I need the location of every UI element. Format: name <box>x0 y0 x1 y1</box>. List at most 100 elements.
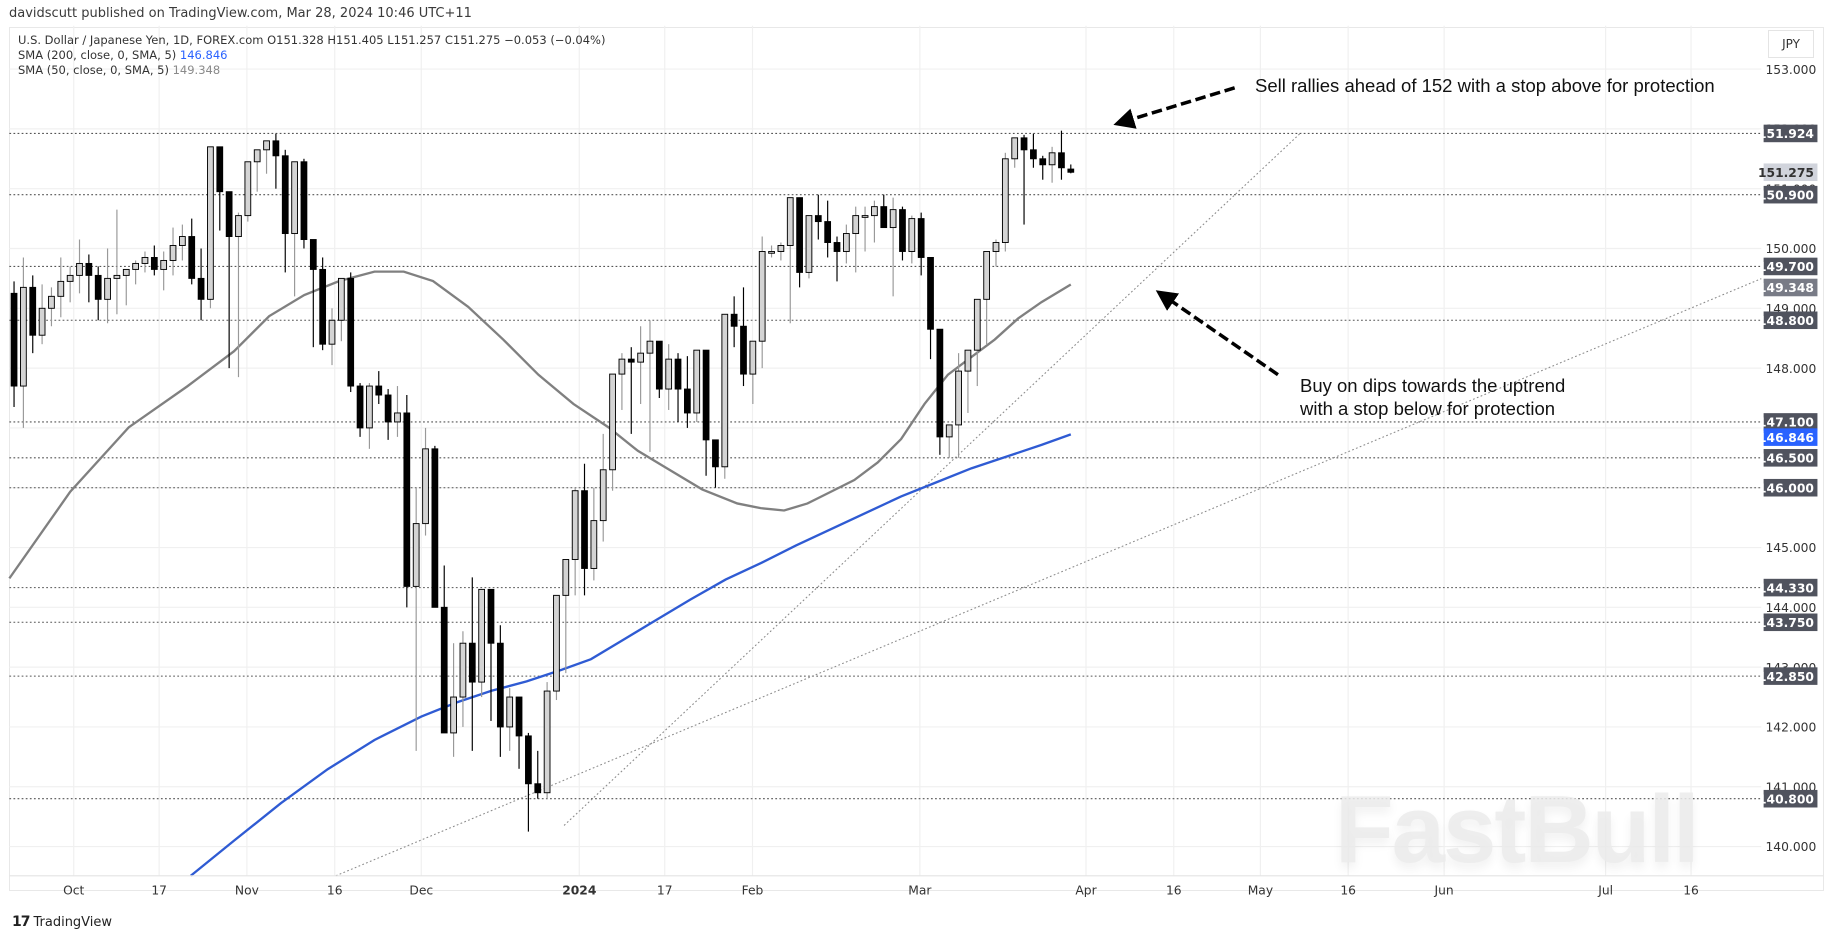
time-tick-label: Mar <box>908 884 932 898</box>
price-tag <box>1763 257 1818 276</box>
price-tick-label: 150.000 <box>1765 242 1816 256</box>
time-tick-label: Jul <box>1597 884 1613 898</box>
price-tag <box>1763 613 1818 632</box>
candle-body <box>1058 152 1065 169</box>
price-tick-label: 144.000 <box>1765 601 1816 615</box>
candle-body <box>674 358 682 390</box>
candle-body <box>394 412 401 423</box>
price-tag-label: 151.275 <box>1758 166 1814 180</box>
candle-body <box>169 245 177 261</box>
sma200-line <box>190 433 1072 877</box>
buy-annotation-line-1: Buy on dips towards the uptrend <box>1300 375 1566 396</box>
candle-body <box>468 642 476 683</box>
sma200-legend: SMA (200, close, 0, SMA, 5) 146.846 <box>18 48 605 63</box>
candle-body <box>57 280 65 297</box>
price-tag <box>1763 278 1818 297</box>
candle-body <box>655 340 663 390</box>
candle-body <box>973 298 981 351</box>
candle-body <box>955 370 962 426</box>
candle-body <box>627 358 635 363</box>
trend-lines <box>335 131 1762 877</box>
candle-body <box>758 251 766 342</box>
price-tag <box>1763 185 1818 204</box>
candle-body <box>216 146 224 193</box>
candle-body <box>581 490 588 569</box>
candle-body <box>66 274 74 282</box>
candle-body <box>38 307 46 336</box>
candle-body <box>805 215 813 273</box>
buy-annotation: Buy on dips towards the uptrend with a s… <box>1300 374 1565 420</box>
candle-body <box>1030 149 1037 160</box>
price-tick-label: 148.000 <box>1765 362 1816 376</box>
price-axis: 153.000152.000151.000150.000149.000148.0… <box>1758 63 1818 854</box>
candle-body <box>94 274 102 300</box>
candle-body <box>263 140 270 151</box>
candle-body <box>702 349 710 441</box>
candle-body <box>684 388 691 414</box>
candle-body <box>842 233 850 252</box>
currency-button[interactable]: JPY <box>1768 30 1814 58</box>
candle-body <box>272 140 280 157</box>
time-tick-label: Dec <box>409 884 433 898</box>
candle-body <box>478 588 486 683</box>
price-tag <box>1763 413 1818 431</box>
candle-body <box>833 242 841 252</box>
candle-body <box>132 262 139 270</box>
price-tag <box>1763 789 1818 808</box>
price-tag <box>1763 311 1818 330</box>
candle-body <box>487 588 495 644</box>
candle-body <box>871 206 878 217</box>
publisher-line: davidscutt published on TradingView.com,… <box>9 6 472 21</box>
candle-body <box>48 295 55 309</box>
candle-body <box>786 197 794 246</box>
candle-body <box>309 239 317 270</box>
price-tag <box>1763 667 1818 685</box>
grid-lines <box>9 25 1762 876</box>
price-tag-label: 146.500 <box>1758 451 1814 465</box>
horizontal-levels <box>9 132 1762 800</box>
candle-body <box>730 313 738 327</box>
candle-body <box>113 274 121 279</box>
candle-body <box>375 385 383 396</box>
price-tick-label: 140.000 <box>1765 840 1816 854</box>
candle-body <box>609 373 616 471</box>
candle-body <box>207 146 214 300</box>
price-tag <box>1763 449 1818 467</box>
candle-body <box>253 149 261 163</box>
time-axis: Oct 17 Nov 16 Dec 2024 17 Feb Mar Apr 16 May 16 Jun Ju… <box>9 875 1824 898</box>
candle-body <box>777 245 785 252</box>
candle-body <box>525 735 532 785</box>
candle-body <box>29 286 37 336</box>
time-tick-label: May <box>1248 884 1273 898</box>
candle-body <box>721 313 729 468</box>
candle-body <box>936 328 944 438</box>
candle-body <box>459 642 467 698</box>
candle-body <box>235 215 242 238</box>
candle-body <box>927 256 934 330</box>
chart-container[interactable] <box>9 27 1824 891</box>
price-tag-label: 149.348 <box>1758 281 1814 295</box>
candle-body <box>281 155 289 235</box>
price-tag-label: 150.900 <box>1758 188 1814 202</box>
moving-averages <box>8 270 1072 877</box>
candle-body <box>534 783 542 794</box>
tradingview-brand: TradingView <box>33 914 113 930</box>
time-tick-label: 16 <box>327 884 343 898</box>
tradingview-logo-icon: 17 <box>12 914 31 930</box>
buy-arrow-icon <box>1155 290 1279 377</box>
candle-body <box>543 690 551 794</box>
candle-body <box>740 325 747 375</box>
candle-body <box>412 523 420 587</box>
price-tag <box>1763 124 1818 143</box>
candle-body <box>356 385 364 429</box>
candle-body <box>880 206 888 229</box>
candle-body <box>10 292 18 387</box>
price-tag-label: 144.330 <box>1758 581 1814 595</box>
sma200-label: SMA (200, close, 0, SMA, 5) <box>18 48 177 62</box>
candle-body <box>422 448 429 525</box>
candle-body <box>450 696 457 734</box>
candle-body <box>496 642 504 728</box>
time-tick-label: Nov <box>235 884 259 898</box>
